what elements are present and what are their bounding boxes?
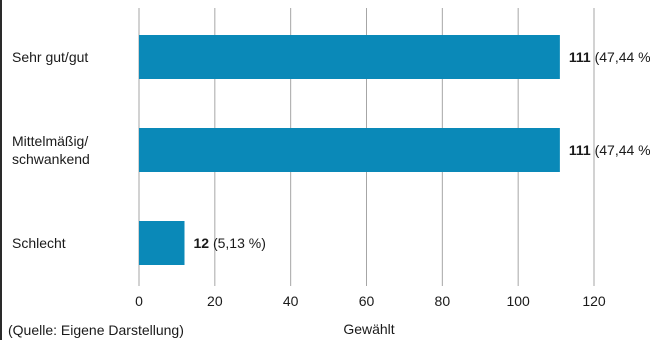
value-percent: (47,44 %) xyxy=(591,49,650,65)
value-label: 111 (47,44 %) xyxy=(569,49,650,65)
category-labels: Sehr gut/gut Mittelmäßig/schwankend Schlec… xyxy=(12,49,90,251)
value-number: 12 xyxy=(194,235,210,251)
value-label: 12 (5,13 %) xyxy=(194,235,266,251)
x-tick-label: 60 xyxy=(359,293,375,309)
category-label: Mittelmäßig/schwankend xyxy=(12,133,90,167)
value-label: 111 (47,44 %) xyxy=(569,142,650,158)
bars xyxy=(139,35,560,265)
value-percent: (47,44 %) xyxy=(591,142,650,158)
x-tick-label: 100 xyxy=(506,293,530,309)
bar xyxy=(139,221,185,265)
value-number: 111 xyxy=(569,142,591,158)
x-tick-label: 120 xyxy=(582,293,606,309)
x-tick-label: 80 xyxy=(435,293,451,309)
bar xyxy=(139,35,560,79)
category-label: Schlecht xyxy=(12,235,66,251)
x-tick-label: 0 xyxy=(135,293,143,309)
x-tick-label: 20 xyxy=(207,293,223,309)
value-number: 111 xyxy=(569,49,591,65)
value-percent: (5,13 %) xyxy=(209,235,266,251)
category-label: Sehr gut/gut xyxy=(12,49,88,65)
x-tick-labels: 0 20 40 60 80 100 120 xyxy=(135,293,606,309)
x-tick-label: 40 xyxy=(283,293,299,309)
source-note: (Quelle: Eigene Darstellung) xyxy=(8,322,184,338)
x-axis-title: Gewählt xyxy=(343,321,394,337)
bar xyxy=(139,128,560,172)
